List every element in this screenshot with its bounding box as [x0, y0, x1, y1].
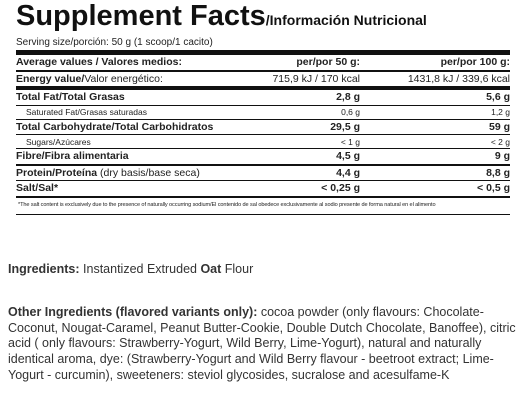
- cell: 1431,8 kJ / 339,6 kcal: [360, 70, 510, 90]
- head-row: Average values / Valores medios: per/por …: [16, 55, 510, 72]
- label-es: Total Carbohidratos: [114, 120, 214, 133]
- cell: Energy value/Valor energético:: [16, 70, 273, 90]
- note: (dry basis/base seca): [97, 166, 200, 179]
- label-es: Proteína: [55, 166, 98, 179]
- serving: Serving size/porción: 50 g (1 scoop/1 ca…: [16, 36, 510, 55]
- label-es: Total Grasas: [61, 91, 125, 104]
- cell: < 0,25 g: [272, 180, 360, 198]
- cell: Total Carbohydrate/Total Carbohidratos: [16, 119, 273, 135]
- label: Other Ingredients (flavored variants onl…: [8, 305, 258, 319]
- label: Salt/: [16, 182, 39, 195]
- label: Ingredients:: [8, 262, 80, 276]
- row: Saturated Fat/Grasas saturadas 0,6 g 1,2 g: [16, 105, 510, 120]
- label-es: Valor energético:: [84, 72, 163, 85]
- nutrition-table: Average values / Valores medios: per/por …: [16, 55, 510, 198]
- energy-row: Energy value/Valor energético: 715,9 kJ /…: [16, 70, 510, 90]
- cell: 715,9 kJ / 170 kcal: [272, 70, 360, 90]
- cell: 4,4 g: [272, 164, 360, 181]
- label-es: Fibra alimentaria: [44, 150, 129, 163]
- cell: Protein/Proteína (dry basis/base seca): [16, 164, 273, 181]
- cell: 2,8 g: [272, 88, 360, 106]
- title: Supplement Facts/Información Nutricional: [16, 0, 510, 36]
- cell: 4,5 g: [272, 148, 360, 166]
- other-ingredients: Other Ingredients (flavored variants onl…: [8, 305, 520, 384]
- cell: 9 g: [360, 148, 510, 166]
- cell: < 0,5 g: [360, 180, 510, 198]
- cell: 1,2 g: [360, 105, 510, 120]
- text: cocoa powder (only flavours: Chocolate-C…: [8, 305, 516, 382]
- cell: Sugars/Azúcares: [16, 134, 273, 149]
- title-text: Supplement Facts: [16, 0, 266, 32]
- label: Protein/: [16, 166, 56, 179]
- row: Salt/Sal* < 0,25 g < 0,5 g: [16, 180, 510, 198]
- row: Protein/Proteína (dry basis/base seca) 4,…: [16, 164, 510, 181]
- ingredients: Ingredients: Instantized Extruded Oat Fl…: [8, 262, 520, 278]
- label: Energy value/: [16, 72, 85, 85]
- cell: Saturated Fat/Grasas saturadas: [16, 105, 273, 120]
- facts-panel: Supplement Facts/Información Nutricional…: [16, 0, 510, 215]
- label: Fibre/: [16, 150, 45, 163]
- row: Total Fat/Total Grasas 2,8 g 5,6 g: [16, 88, 510, 106]
- cell: 59 g: [360, 119, 510, 135]
- cell: per/por 100 g:: [360, 55, 510, 72]
- cell: 0,6 g: [272, 105, 360, 120]
- cell: < 1 g: [272, 134, 360, 149]
- label: Total Fat/: [16, 91, 62, 104]
- cell: Fibre/Fibra alimentaria: [16, 148, 273, 166]
- text: Oat: [200, 262, 222, 276]
- row: Total Carbohydrate/Total Carbohidratos 29…: [16, 119, 510, 135]
- cell: 8,8 g: [360, 164, 510, 181]
- text: Instantized Extruded: [79, 262, 201, 276]
- text: Flour: [221, 262, 254, 276]
- label: Saturated Fat/: [26, 107, 80, 117]
- cell: < 2 g: [360, 134, 510, 149]
- cell: 5,6 g: [360, 88, 510, 106]
- cell: Average values / Valores medios:: [16, 55, 273, 72]
- subtitle: /Información Nutricional: [265, 12, 427, 28]
- label-es: Sal*: [38, 182, 59, 195]
- cell: 29,5 g: [272, 119, 360, 135]
- label-es: Grasas saturadas: [79, 107, 147, 117]
- cell: Total Fat/Total Grasas: [16, 88, 273, 106]
- row: Sugars/Azúcares < 1 g < 2 g: [16, 134, 510, 149]
- label: Total Carbohydrate/: [16, 120, 115, 133]
- footnote: *The salt content is exclusively due to …: [16, 198, 510, 215]
- label-es: Azúcares: [55, 136, 91, 147]
- label: Sugars/: [26, 136, 56, 147]
- cell: per/por 50 g:: [272, 55, 360, 72]
- cell: Salt/Sal*: [16, 180, 273, 198]
